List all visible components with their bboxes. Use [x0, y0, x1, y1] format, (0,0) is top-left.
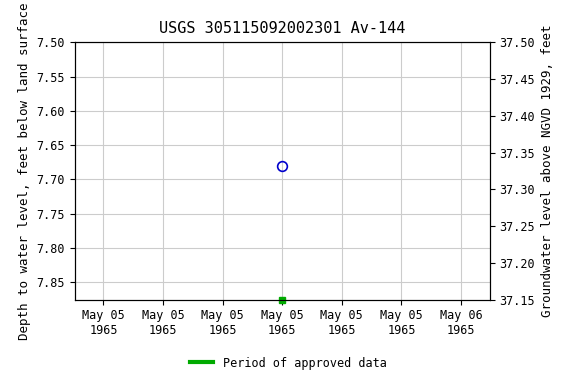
Y-axis label: Groundwater level above NGVD 1929, feet: Groundwater level above NGVD 1929, feet	[540, 25, 554, 317]
Legend: Period of approved data: Period of approved data	[185, 352, 391, 374]
Y-axis label: Depth to water level, feet below land surface: Depth to water level, feet below land su…	[18, 2, 31, 339]
Title: USGS 305115092002301 Av-144: USGS 305115092002301 Av-144	[159, 20, 406, 35]
